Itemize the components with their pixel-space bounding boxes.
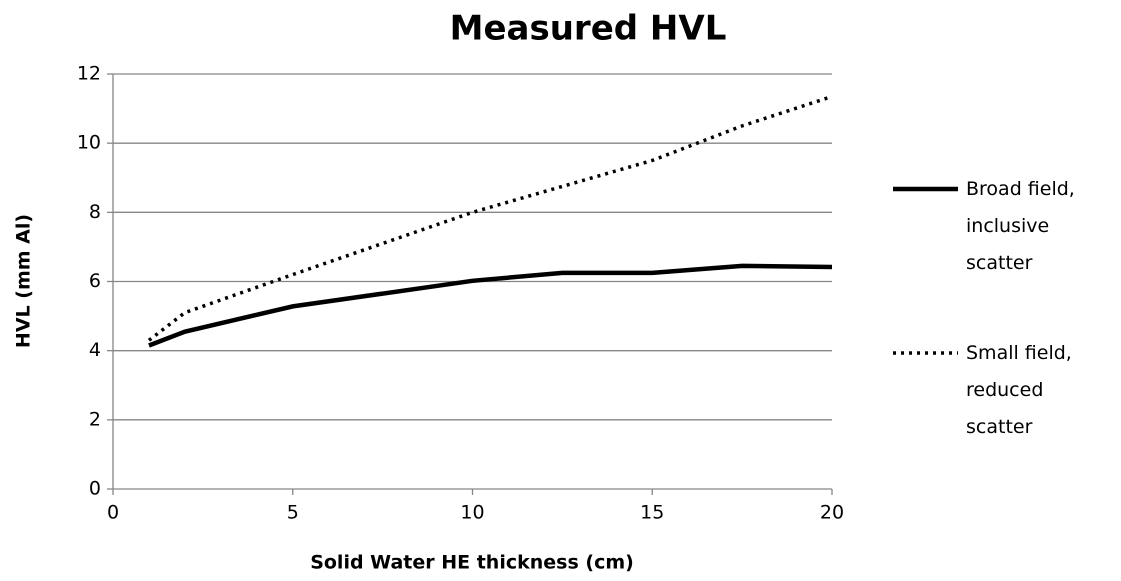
y-tick-label: 12 — [77, 63, 101, 85]
x-tick-label: 10 — [460, 502, 484, 524]
y-tick-label: 8 — [89, 201, 101, 223]
x-tick-label: 20 — [820, 502, 844, 524]
x-tick-label: 0 — [107, 502, 119, 524]
x-tick-label: 5 — [287, 502, 299, 524]
y-tick-label: 4 — [89, 339, 101, 361]
legend-label: Broad field, inclusive scatter — [966, 178, 1075, 274]
y-tick-label: 2 — [89, 408, 101, 430]
y-tick-label: 0 — [89, 478, 101, 500]
x-axis-title: Solid Water HE thickness (cm) — [310, 552, 634, 574]
y-axis-title: HVL (mm Al) — [13, 214, 35, 348]
series-line — [148, 263, 833, 348]
chart-title: Measured HVL — [450, 9, 727, 49]
legend-label: Small field, reduced scatter — [966, 342, 1072, 438]
y-tick-label: 6 — [89, 270, 101, 292]
x-tick-label: 15 — [640, 502, 664, 524]
series-line — [147, 94, 833, 342]
y-tick-label: 10 — [77, 132, 101, 154]
